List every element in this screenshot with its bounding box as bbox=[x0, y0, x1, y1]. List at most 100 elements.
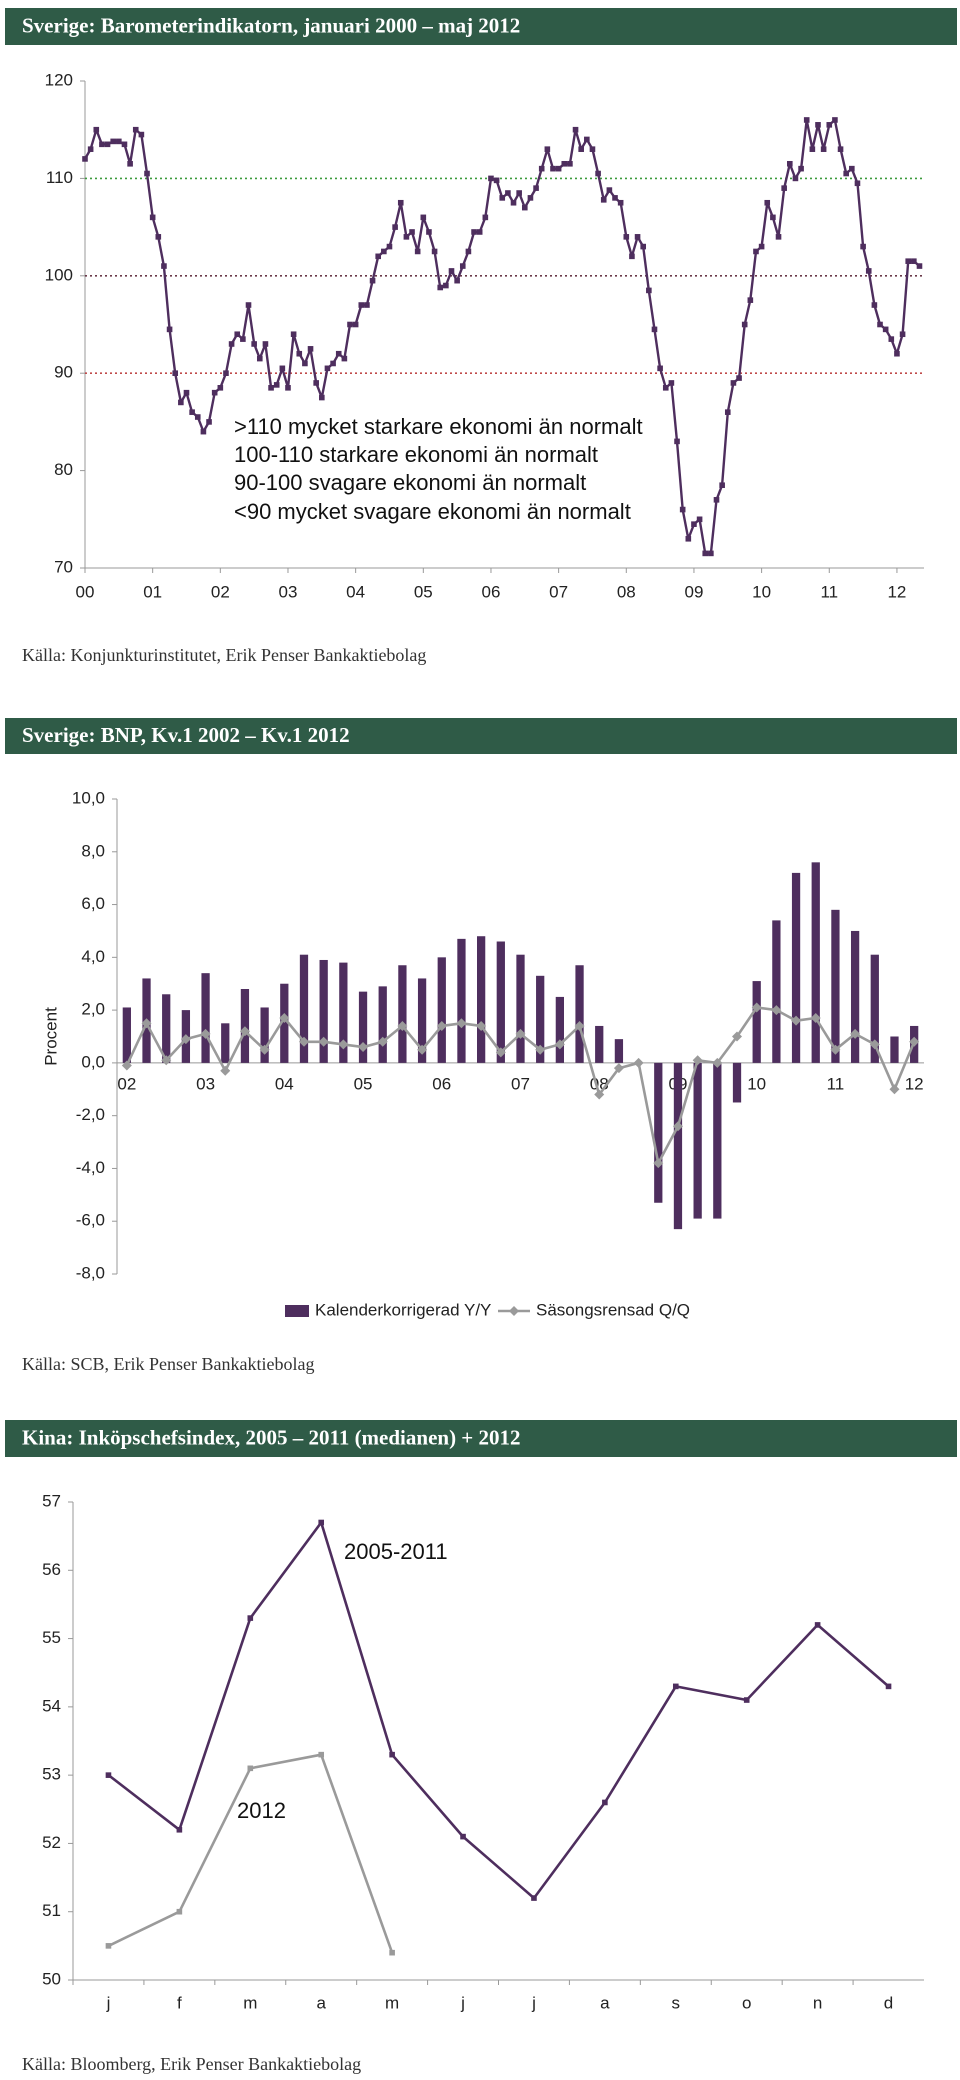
point-marker bbox=[347, 321, 353, 328]
point-marker bbox=[200, 1028, 211, 1039]
point-marker bbox=[460, 1833, 466, 1840]
x-tick-label: 04 bbox=[275, 1074, 294, 1093]
y-tick-label: 53 bbox=[42, 1765, 61, 1784]
bar bbox=[555, 996, 564, 1063]
point-marker bbox=[691, 521, 697, 527]
point-marker bbox=[798, 165, 804, 172]
point-marker bbox=[662, 385, 669, 391]
point-marker bbox=[176, 1908, 183, 1915]
point-marker bbox=[712, 1057, 723, 1068]
point-marker bbox=[732, 1031, 743, 1042]
point-marker bbox=[747, 297, 754, 303]
point-marker bbox=[82, 156, 88, 162]
point-marker bbox=[161, 1055, 172, 1066]
point-marker bbox=[692, 1055, 703, 1066]
x-tick-label: 05 bbox=[414, 582, 433, 601]
bar bbox=[378, 986, 387, 1063]
bar bbox=[319, 959, 328, 1063]
y-tick-label: 110 bbox=[46, 168, 73, 187]
x-tick-label: n bbox=[813, 1993, 822, 2012]
point-marker bbox=[318, 1751, 325, 1758]
point-marker bbox=[758, 243, 765, 250]
point-marker bbox=[482, 214, 489, 221]
point-marker bbox=[634, 234, 641, 240]
point-marker bbox=[180, 1034, 191, 1045]
point-marker bbox=[448, 268, 455, 274]
x-tick-label: m bbox=[243, 1993, 257, 2012]
point-marker bbox=[854, 180, 861, 187]
point-marker bbox=[256, 355, 263, 362]
x-tick-label: 10 bbox=[752, 582, 771, 601]
point-marker bbox=[273, 382, 280, 388]
point-marker bbox=[358, 1042, 369, 1053]
annotation: <90 mycket svagare ekonomi än normalt bbox=[234, 499, 631, 524]
point-marker bbox=[510, 199, 517, 206]
y-tick-label: 51 bbox=[42, 1901, 61, 1920]
point-marker bbox=[606, 187, 613, 193]
point-marker bbox=[787, 160, 793, 167]
point-marker bbox=[600, 197, 607, 203]
point-marker bbox=[262, 341, 269, 347]
y-tick-label: 52 bbox=[42, 1833, 61, 1852]
point-marker bbox=[459, 263, 466, 269]
point-marker bbox=[889, 1084, 900, 1095]
point-marker bbox=[743, 1697, 750, 1703]
x-tick-label: 12 bbox=[887, 582, 906, 601]
point-marker bbox=[409, 229, 415, 235]
point-marker bbox=[251, 341, 257, 347]
chart-title: Sverige: BNP, Kv.1 2002 – Kv.1 2012 bbox=[22, 723, 350, 747]
point-marker bbox=[672, 1683, 679, 1690]
point-marker bbox=[708, 550, 714, 557]
y-tick-label: -2,0 bbox=[76, 1105, 105, 1124]
annotation: >110 mycket starkare ekonomi än normalt bbox=[234, 414, 643, 439]
x-tick-label: 03 bbox=[196, 1074, 215, 1093]
point-marker bbox=[869, 1039, 880, 1050]
y-tick-label: 10,0 bbox=[72, 788, 105, 807]
y-tick-label: 80 bbox=[54, 460, 73, 479]
point-marker bbox=[377, 1036, 388, 1047]
point-marker bbox=[161, 263, 167, 269]
point-marker bbox=[93, 126, 100, 133]
point-marker bbox=[110, 138, 116, 145]
x-tick-label: 11 bbox=[827, 1074, 845, 1093]
point-marker bbox=[781, 185, 787, 191]
y-tick-label: 2,0 bbox=[81, 1000, 105, 1019]
point-marker bbox=[420, 214, 427, 221]
bar bbox=[831, 909, 840, 1063]
y-tick-label: 8,0 bbox=[81, 841, 105, 860]
point-marker bbox=[141, 1018, 152, 1029]
point-marker bbox=[172, 370, 179, 376]
chart-title: Kina: Inköpschefsindex, 2005 – 2011 (med… bbox=[22, 1425, 521, 1449]
point-marker bbox=[476, 1020, 487, 1031]
legend-label: Kalenderkorrigerad Y/Y bbox=[315, 1300, 491, 1319]
point-marker bbox=[554, 1039, 565, 1050]
point-marker bbox=[702, 550, 709, 557]
y-tick-label: 90 bbox=[54, 363, 73, 382]
point-marker bbox=[298, 1036, 309, 1047]
bar bbox=[339, 962, 348, 1063]
x-tick-label: d bbox=[884, 1993, 893, 2012]
point-marker bbox=[105, 1943, 112, 1949]
x-tick-label: 01 bbox=[143, 582, 162, 601]
bar bbox=[752, 981, 761, 1063]
x-tick-label: 03 bbox=[279, 582, 298, 601]
point-marker bbox=[629, 253, 635, 260]
point-marker bbox=[127, 160, 133, 167]
point-marker bbox=[736, 375, 742, 381]
point-marker bbox=[149, 214, 156, 221]
point-marker bbox=[657, 365, 663, 372]
point-marker bbox=[730, 380, 737, 386]
bar bbox=[693, 1062, 702, 1219]
point-marker bbox=[338, 1039, 349, 1050]
point-marker bbox=[531, 1895, 537, 1901]
bar bbox=[221, 1023, 230, 1063]
point-marker bbox=[240, 336, 246, 342]
chart-title: Sverige: Barometerindikatorn, januari 20… bbox=[22, 13, 520, 37]
point-marker bbox=[358, 302, 365, 308]
x-tick-label: 02 bbox=[211, 582, 230, 601]
bar bbox=[299, 954, 309, 1063]
point-marker bbox=[515, 1028, 526, 1039]
point-marker bbox=[865, 268, 872, 274]
legend-label: Säsongsrensad Q/Q bbox=[536, 1300, 690, 1319]
y-tick-label: 120 bbox=[45, 70, 73, 89]
